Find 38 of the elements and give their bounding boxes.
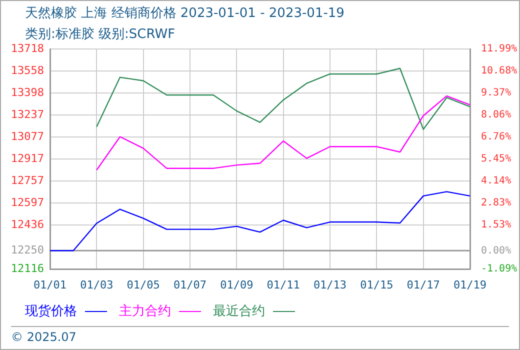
legend-label: 最近合约 <box>213 304 265 319</box>
x-tick-label: 01/13 <box>313 278 347 292</box>
y-tick-label: 12917 <box>10 152 44 165</box>
y-tick-label: 12597 <box>10 196 44 209</box>
x-tick-label: 01/01 <box>33 278 67 292</box>
legend-label: 主力合约 <box>119 304 171 319</box>
y-tick-label: 13558 <box>10 64 44 77</box>
y-tick-label: 12757 <box>10 174 44 187</box>
x-tick-label: 01/03 <box>80 278 114 292</box>
y2-tick-label: 11.99% <box>481 44 518 55</box>
chart-subtitle: 类别:标准胶 级别:SCRWF <box>25 26 176 43</box>
y-tick-label: 12116 <box>10 262 44 275</box>
y-tick-label: 13077 <box>10 130 44 143</box>
x-tick-label: 01/09 <box>220 278 254 292</box>
chart-title: 天然橡胶 上海 经销商价格 2023-01-01 - 2023-01-19 <box>25 5 344 22</box>
x-tick-label: 01/19 <box>453 278 487 292</box>
y-tick-label: 13398 <box>10 86 44 99</box>
x-tick-label: 01/11 <box>266 278 300 292</box>
legend-label: 现货价格 <box>25 304 77 319</box>
y2-tick-label: 0.00% <box>481 245 512 256</box>
y2-tick-label: 9.37% <box>481 88 512 99</box>
y2-tick-label: -1.09% <box>481 264 518 275</box>
x-tick-label: 01/07 <box>173 278 207 292</box>
text: © 2025.07 <box>11 330 76 344</box>
y2-tick-label: 5.45% <box>481 154 512 165</box>
y-tick-label: 12250 <box>10 243 44 256</box>
y-tick-label: 13237 <box>10 108 44 121</box>
y2-tick-label: 6.76% <box>481 132 512 143</box>
x-tick-label: 01/17 <box>406 278 440 292</box>
y-tick-label: 13718 <box>10 42 44 55</box>
y2-tick-label: 8.06% <box>481 110 512 121</box>
y2-tick-label: 1.53% <box>481 220 512 231</box>
y2-tick-label: 2.83% <box>481 198 512 209</box>
y-tick-label: 12436 <box>10 218 44 231</box>
y2-tick-label: 4.14% <box>481 176 512 187</box>
x-tick-label: 01/15 <box>360 278 394 292</box>
x-tick-label: 01/05 <box>126 278 160 292</box>
y2-tick-label: 10.68% <box>481 66 518 77</box>
